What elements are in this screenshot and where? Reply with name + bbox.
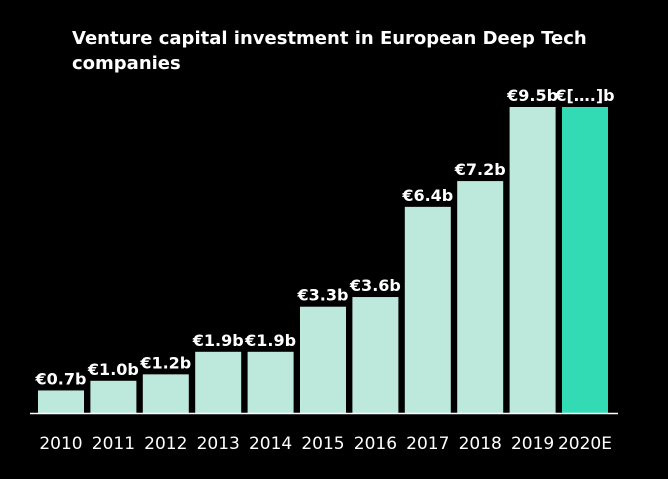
data-label-2017: €6.4b [401,186,453,205]
bar-2012 [142,374,189,413]
bar-2014 [247,351,294,413]
data-label-2015: €3.3b [297,286,349,305]
data-label-2018: €7.2b [454,160,506,179]
x-tick-label-2018: 2018 [459,434,502,454]
x-tick-label-2019: 2019 [511,434,554,454]
x-tick-label-2011: 2011 [92,434,135,454]
data-label-2013: €1.9b [192,331,244,350]
x-tick-label-2015: 2015 [301,434,344,454]
x-tick-label-2017: 2017 [406,434,449,454]
x-tick-label-2014: 2014 [249,434,292,454]
chart-title: Venture capital investment in European D… [72,28,587,74]
x-tick-label-2016: 2016 [354,434,397,454]
data-label-2010: €0.7b [35,369,87,388]
data-label-2016: €3.6b [349,276,401,295]
bar-2013 [195,351,242,413]
bar-2020E [562,107,608,413]
data-label-2012: €1.2b [139,353,191,372]
data-label-2019: €9.5b [506,86,558,105]
bar-2010 [38,390,84,413]
data-label-2014: €1.9b [244,331,296,350]
x-tick-label-2012: 2012 [144,434,187,454]
bar-2018 [457,181,504,413]
bar-2019 [509,107,556,413]
x-tick-label-2020E: 2020E [558,434,612,454]
x-tick-label-2013: 2013 [197,434,240,454]
data-label-2020E: €[….]b [554,86,614,105]
x-tick-label-2010: 2010 [39,434,82,454]
bar-2016 [352,297,399,413]
bar-2011 [90,380,137,413]
data-label-2011: €1.0b [87,360,139,379]
bar-2017 [404,206,451,413]
bar-2015 [300,306,346,413]
